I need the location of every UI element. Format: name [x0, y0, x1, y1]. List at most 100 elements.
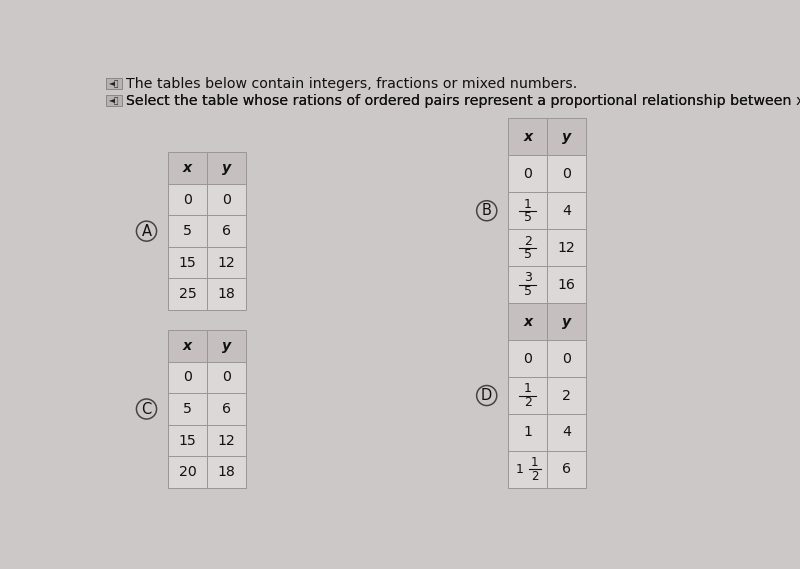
Bar — [168, 215, 207, 247]
Bar — [168, 456, 207, 488]
Bar — [509, 340, 547, 377]
Circle shape — [477, 201, 497, 221]
Text: Select the table whose rations of ordered pairs represent a proportional relatio: Select the table whose rations of ordere… — [126, 94, 795, 108]
Text: y: y — [222, 339, 231, 353]
Bar — [509, 303, 547, 340]
Circle shape — [477, 386, 497, 406]
Text: 2: 2 — [524, 395, 532, 409]
Text: x: x — [523, 315, 532, 329]
Text: 12: 12 — [558, 241, 575, 255]
Text: 0: 0 — [183, 192, 192, 207]
Text: B: B — [482, 203, 492, 218]
Text: y: y — [222, 161, 231, 175]
Text: 5: 5 — [524, 285, 532, 298]
Text: 6: 6 — [222, 224, 231, 238]
Bar — [547, 414, 586, 451]
Text: 5: 5 — [524, 248, 532, 261]
Bar — [547, 340, 586, 377]
Text: 1: 1 — [516, 463, 524, 476]
Text: 5: 5 — [183, 402, 192, 416]
Bar — [509, 192, 547, 229]
Bar — [168, 152, 207, 184]
Bar — [168, 362, 207, 393]
Text: 12: 12 — [218, 434, 235, 448]
Bar — [168, 184, 207, 215]
Text: x: x — [183, 161, 192, 175]
Text: 6: 6 — [222, 402, 231, 416]
Text: 4: 4 — [562, 426, 571, 439]
Bar — [207, 152, 246, 184]
Bar — [207, 278, 246, 310]
Text: 20: 20 — [178, 465, 197, 479]
Bar — [547, 266, 586, 303]
Bar — [207, 184, 246, 215]
Text: 12: 12 — [218, 255, 235, 270]
Circle shape — [137, 399, 157, 419]
Text: D: D — [481, 388, 492, 403]
Text: 1: 1 — [524, 197, 532, 211]
Bar — [509, 414, 547, 451]
Bar — [509, 155, 547, 192]
Bar — [207, 393, 246, 425]
Text: 0: 0 — [183, 370, 192, 385]
Text: The tables below contain integers, fractions or mixed numbers.: The tables below contain integers, fract… — [126, 77, 577, 90]
Text: x: x — [183, 339, 192, 353]
Bar — [168, 278, 207, 310]
Bar — [509, 229, 547, 266]
Text: ◄⧖: ◄⧖ — [109, 96, 119, 105]
Text: 1: 1 — [531, 456, 538, 469]
Bar — [207, 330, 246, 362]
Bar — [547, 451, 586, 488]
Bar — [207, 425, 246, 456]
Text: 15: 15 — [178, 434, 197, 448]
Bar — [168, 393, 207, 425]
Text: 18: 18 — [218, 287, 235, 301]
Text: 0: 0 — [523, 352, 532, 365]
Text: 0: 0 — [523, 167, 532, 181]
Text: 1: 1 — [523, 426, 532, 439]
Text: Select the table whose rations of ordered pairs represent a proportional relatio: Select the table whose rations of ordere… — [126, 94, 800, 108]
Bar — [509, 451, 547, 488]
Text: 6: 6 — [562, 463, 571, 476]
Circle shape — [137, 221, 157, 241]
Bar — [207, 247, 246, 278]
Text: x: x — [523, 130, 532, 144]
Text: 0: 0 — [222, 370, 230, 385]
Text: 5: 5 — [183, 224, 192, 238]
Text: 18: 18 — [218, 465, 235, 479]
Text: C: C — [142, 402, 152, 417]
Bar — [547, 155, 586, 192]
FancyBboxPatch shape — [106, 78, 122, 89]
Text: 0: 0 — [562, 352, 571, 365]
Bar — [547, 303, 586, 340]
Bar — [168, 330, 207, 362]
Text: ◄⧖: ◄⧖ — [109, 79, 119, 88]
Text: y: y — [562, 315, 571, 329]
Bar — [207, 215, 246, 247]
FancyBboxPatch shape — [106, 95, 122, 106]
Text: A: A — [142, 224, 151, 238]
Bar — [509, 377, 547, 414]
Text: 16: 16 — [558, 278, 575, 292]
Bar — [207, 362, 246, 393]
Text: 5: 5 — [524, 211, 532, 224]
Text: 3: 3 — [524, 271, 532, 284]
Text: 2: 2 — [562, 389, 571, 402]
Bar — [168, 247, 207, 278]
Bar — [168, 425, 207, 456]
Bar — [547, 377, 586, 414]
Text: 0: 0 — [222, 192, 230, 207]
Bar — [207, 456, 246, 488]
Bar — [547, 118, 586, 155]
Bar — [509, 266, 547, 303]
Bar — [509, 118, 547, 155]
Text: y: y — [562, 130, 571, 144]
Text: 25: 25 — [178, 287, 197, 301]
Text: 2: 2 — [524, 234, 532, 248]
Text: 15: 15 — [178, 255, 197, 270]
Text: 2: 2 — [531, 469, 538, 483]
Text: 0: 0 — [562, 167, 571, 181]
Bar — [547, 229, 586, 266]
Text: 4: 4 — [562, 204, 571, 218]
Bar — [547, 192, 586, 229]
